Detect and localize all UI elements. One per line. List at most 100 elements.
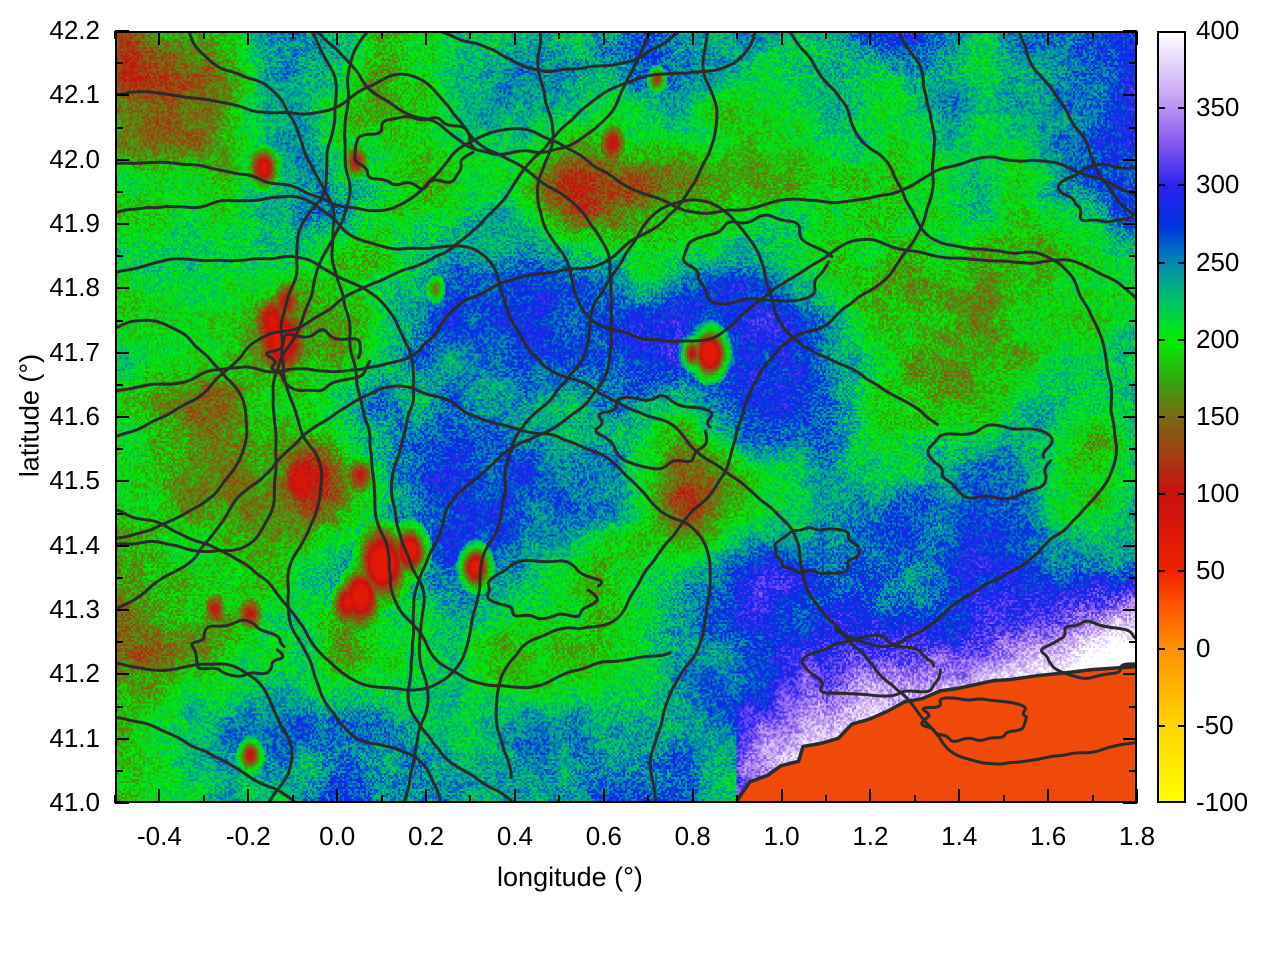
x-tick-major bbox=[513, 789, 516, 803]
x-tick-label: -0.2 bbox=[225, 821, 271, 851]
x-tick-minor bbox=[291, 795, 294, 803]
colorbar-tick bbox=[1178, 184, 1186, 187]
contour-loop bbox=[594, 394, 714, 471]
y-tick-label: 41.5 bbox=[49, 465, 100, 496]
y-tick-major bbox=[115, 223, 129, 225]
y-tick-major-right bbox=[1123, 737, 1137, 740]
colorbar-tick bbox=[1157, 493, 1165, 496]
contour-path bbox=[117, 33, 369, 554]
y-axis-title: latitude (°) bbox=[14, 353, 45, 478]
colorbar-tick bbox=[1157, 416, 1165, 418]
contour-loop bbox=[1056, 162, 1135, 224]
x-tick-major-top bbox=[513, 31, 516, 45]
y-tick-major bbox=[115, 94, 129, 97]
x-tick-minor-top bbox=[1091, 31, 1094, 39]
x-tick-minor bbox=[1091, 795, 1094, 803]
y-tick-minor bbox=[115, 383, 123, 386]
colorbar-tick bbox=[1178, 724, 1186, 727]
y-tick-major-right bbox=[1123, 287, 1137, 290]
contour-path bbox=[117, 254, 430, 801]
y-tick-minor bbox=[115, 448, 123, 451]
x-tick-minor-top bbox=[469, 31, 472, 39]
y-tick-minor bbox=[115, 512, 123, 515]
contour-path bbox=[117, 33, 757, 438]
y-tick-major-right bbox=[1123, 480, 1137, 483]
coastline-path bbox=[735, 664, 1135, 801]
contour-path bbox=[536, 33, 1135, 343]
colorbar-tick bbox=[1157, 184, 1165, 187]
y-tick-minor bbox=[115, 769, 123, 772]
x-tick-major bbox=[158, 789, 161, 803]
x-tick-minor-top bbox=[114, 31, 116, 39]
colorbar-tick bbox=[1178, 570, 1186, 573]
y-tick-minor bbox=[115, 190, 123, 193]
contour-path bbox=[440, 33, 679, 74]
y-tick-label: 42.0 bbox=[49, 143, 100, 174]
contour-path bbox=[317, 33, 652, 157]
x-tick-major-top bbox=[247, 31, 250, 45]
contour-loop bbox=[353, 115, 476, 191]
colorbar-tick-label: 250 bbox=[1196, 246, 1240, 277]
contour-path bbox=[279, 33, 443, 801]
contour-loop bbox=[1040, 619, 1135, 680]
x-tick-minor-top bbox=[380, 31, 383, 39]
y-tick-minor bbox=[115, 255, 123, 258]
contour-path bbox=[494, 33, 937, 780]
x-tick-major-top bbox=[869, 31, 872, 45]
colorbar-tick bbox=[1178, 416, 1186, 418]
y-tick-major bbox=[115, 351, 129, 354]
contour-path bbox=[117, 33, 719, 392]
y-tick-minor-right bbox=[1129, 576, 1137, 579]
contour-path bbox=[117, 716, 297, 801]
colorbar-tick-label: 300 bbox=[1196, 169, 1240, 200]
y-tick-minor bbox=[115, 319, 123, 322]
x-tick-label: 1.2 bbox=[852, 821, 889, 851]
x-tick-major-top bbox=[158, 31, 161, 45]
x-tick-minor-top bbox=[824, 31, 827, 39]
x-tick-minor bbox=[824, 795, 827, 803]
colorbar-tick bbox=[1157, 647, 1165, 650]
contour-loop bbox=[681, 213, 834, 306]
x-tick-minor-top bbox=[558, 31, 561, 39]
colorbar-tick bbox=[1178, 338, 1186, 341]
y-tick-minor-right bbox=[1129, 190, 1137, 193]
contour-loop bbox=[486, 558, 604, 621]
colorbar-tick bbox=[1157, 724, 1165, 727]
colorbar-tick-label: 200 bbox=[1196, 323, 1240, 354]
y-tick-major bbox=[115, 673, 129, 676]
colorbar-tick-label: -100 bbox=[1196, 787, 1249, 817]
x-tick-minor bbox=[558, 795, 561, 803]
x-tick-label: 1.4 bbox=[941, 821, 978, 851]
y-tick-label: 42.1 bbox=[49, 79, 100, 110]
y-tick-label: 41.0 bbox=[49, 787, 100, 817]
x-tick-minor-top bbox=[913, 31, 916, 39]
y-tick-minor bbox=[115, 62, 123, 65]
y-tick-minor-right bbox=[1129, 512, 1137, 515]
x-tick-major bbox=[958, 789, 961, 803]
y-tick-major-right bbox=[1123, 30, 1137, 32]
colorbar-tick bbox=[1178, 493, 1186, 496]
contour-path bbox=[117, 72, 614, 801]
colorbar-tick bbox=[1157, 338, 1165, 341]
plot-area bbox=[115, 31, 1137, 803]
y-tick-major bbox=[115, 544, 129, 547]
y-tick-label: 41.3 bbox=[49, 594, 100, 624]
contour-paths bbox=[117, 33, 1135, 801]
contour-loop bbox=[773, 526, 861, 575]
contour-loop bbox=[926, 423, 1054, 501]
x-tick-minor-top bbox=[736, 31, 739, 39]
contour-loop bbox=[190, 618, 286, 678]
x-tick-minor-top bbox=[202, 31, 205, 39]
x-tick-major bbox=[336, 789, 339, 803]
y-tick-major bbox=[115, 158, 129, 161]
contour-path bbox=[788, 33, 1119, 649]
y-tick-minor bbox=[115, 705, 123, 708]
y-tick-label: 41.9 bbox=[49, 208, 100, 238]
x-tick-label: 0.2 bbox=[407, 821, 445, 851]
y-tick-minor bbox=[115, 126, 123, 129]
x-tick-label: 0.6 bbox=[585, 821, 622, 851]
x-tick-major-top bbox=[1136, 31, 1138, 45]
y-tick-label: 41.8 bbox=[49, 272, 100, 303]
colorbar-tick-label: 400 bbox=[1196, 15, 1240, 45]
